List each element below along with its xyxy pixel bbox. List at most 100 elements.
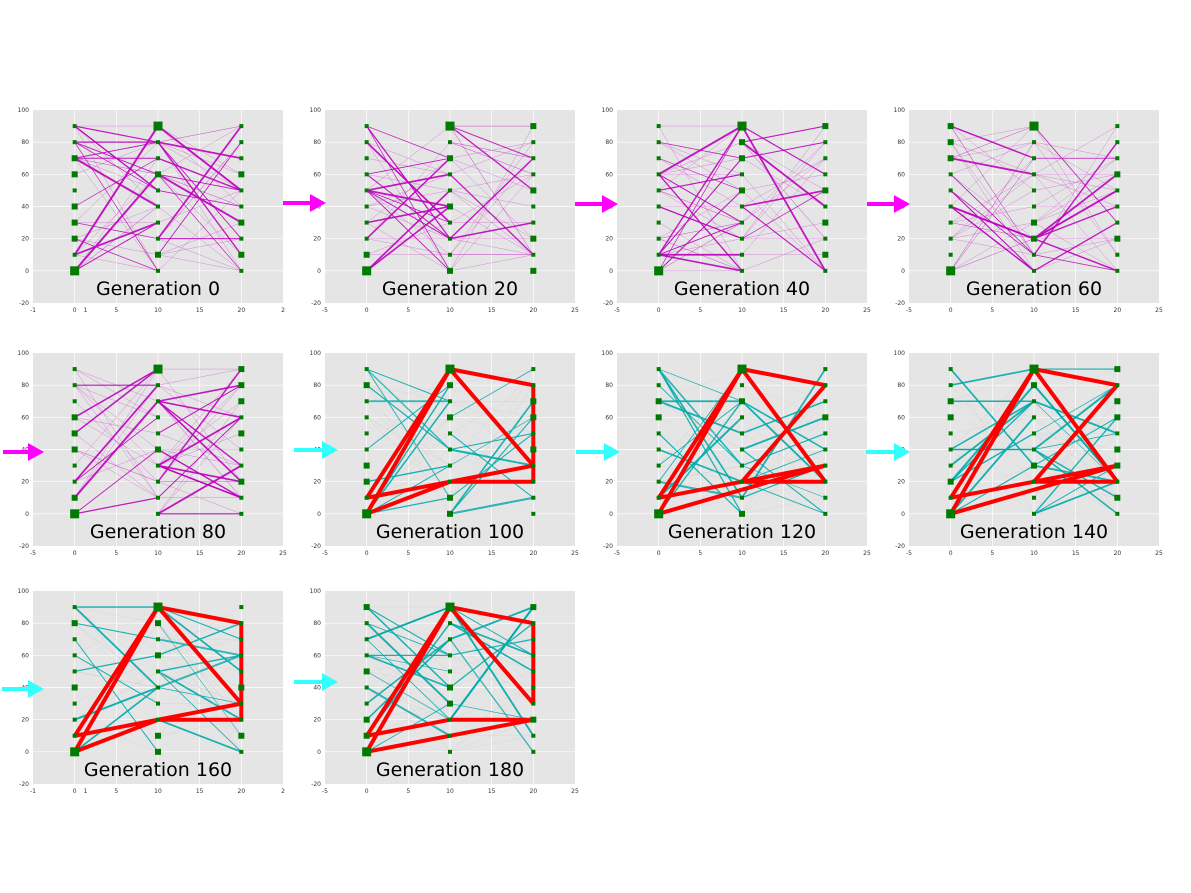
network-edge <box>157 655 242 672</box>
network-edge <box>449 671 534 704</box>
network-edge <box>366 190 451 223</box>
network-node <box>530 267 537 274</box>
network-node <box>364 236 369 241</box>
network-node <box>948 252 953 257</box>
network-node <box>1032 399 1036 404</box>
network-node <box>655 398 662 405</box>
network-node <box>448 653 452 658</box>
network-node <box>947 139 954 146</box>
network-node <box>72 140 77 145</box>
network-edge <box>1033 189 1118 240</box>
y-tick-label: 80 <box>313 139 321 146</box>
network-edge <box>1033 384 1118 434</box>
y-tick-label: 20 <box>21 236 29 243</box>
network-edge <box>950 222 1035 272</box>
network-edge <box>74 385 159 498</box>
y-tick-label: 0 <box>317 749 321 756</box>
network-edge <box>658 401 743 450</box>
y-tick-label: 20 <box>605 479 613 486</box>
x-tick-label: 0 <box>73 788 77 795</box>
y-tick-label: -20 <box>895 300 905 307</box>
y-tick-label: 100 <box>310 107 322 114</box>
network-edge <box>366 384 451 450</box>
network-edge <box>157 157 242 192</box>
network-node <box>739 155 745 162</box>
network-edge <box>741 125 826 143</box>
y-tick-label: 100 <box>18 107 30 114</box>
network-node <box>739 187 745 194</box>
network-node <box>238 732 245 739</box>
x-tick-label: 5 <box>990 307 994 314</box>
network-edge <box>950 238 1035 272</box>
network-node <box>364 140 369 145</box>
network-node <box>71 155 78 162</box>
network-node <box>238 382 245 389</box>
y-tick-label: 60 <box>313 652 321 659</box>
network-node <box>740 268 744 273</box>
network-node <box>239 669 244 674</box>
network-edge <box>658 368 743 466</box>
y-tick-label: 60 <box>313 171 321 178</box>
network-edge <box>950 368 1035 450</box>
network-node <box>740 415 744 420</box>
network-node <box>1032 188 1036 193</box>
network-node <box>363 716 370 723</box>
y-tick-label: 20 <box>313 479 321 486</box>
network-edge <box>1033 238 1118 272</box>
network-node <box>656 252 661 257</box>
x-tick-label: -1 <box>30 307 36 314</box>
network-edge <box>1033 368 1118 402</box>
y-tick-label: 80 <box>21 139 29 146</box>
y-tick-label: 60 <box>897 414 905 421</box>
network-edge <box>74 606 159 689</box>
network-edge <box>366 687 451 736</box>
network-edge <box>74 449 159 482</box>
network-node <box>153 121 163 131</box>
network-edge <box>1033 465 1118 515</box>
network-edge <box>157 401 242 466</box>
network-edge <box>741 142 826 223</box>
network-node <box>823 236 828 241</box>
network-node <box>156 511 160 516</box>
network-node <box>239 268 244 273</box>
network-node <box>364 653 369 658</box>
arrow-icon <box>294 441 338 459</box>
generation-caption: Generation 160 <box>84 759 232 781</box>
network-node <box>156 399 160 404</box>
network-node <box>156 717 160 722</box>
arrow-icon <box>575 195 618 213</box>
y-tick-label: 60 <box>605 171 613 178</box>
network-edge <box>741 238 826 272</box>
network-node <box>1115 124 1120 129</box>
y-tick-label: 0 <box>317 268 321 275</box>
network-node <box>822 187 829 194</box>
network-node <box>948 172 953 177</box>
network-node <box>531 172 536 177</box>
network-node <box>656 140 661 145</box>
network-node <box>72 637 77 642</box>
network-node <box>239 447 244 452</box>
network-node <box>740 495 744 500</box>
network-node <box>948 383 953 388</box>
network-node <box>1114 171 1121 178</box>
network-node <box>156 140 160 145</box>
generation-caption: Generation 100 <box>376 521 524 543</box>
network-node <box>1032 252 1036 257</box>
network-node <box>531 479 536 484</box>
network-node <box>71 620 78 627</box>
network-node <box>72 733 77 738</box>
network-edge <box>74 385 159 450</box>
network-node <box>654 266 664 276</box>
x-tick-label: 10 <box>154 788 162 795</box>
network-node <box>656 495 661 500</box>
network-node <box>1032 511 1036 516</box>
network-edge <box>366 449 451 514</box>
network-edge <box>157 433 242 466</box>
network-node <box>363 478 370 485</box>
network-node <box>239 621 244 626</box>
network-edge <box>449 606 535 737</box>
network-node <box>656 479 661 484</box>
